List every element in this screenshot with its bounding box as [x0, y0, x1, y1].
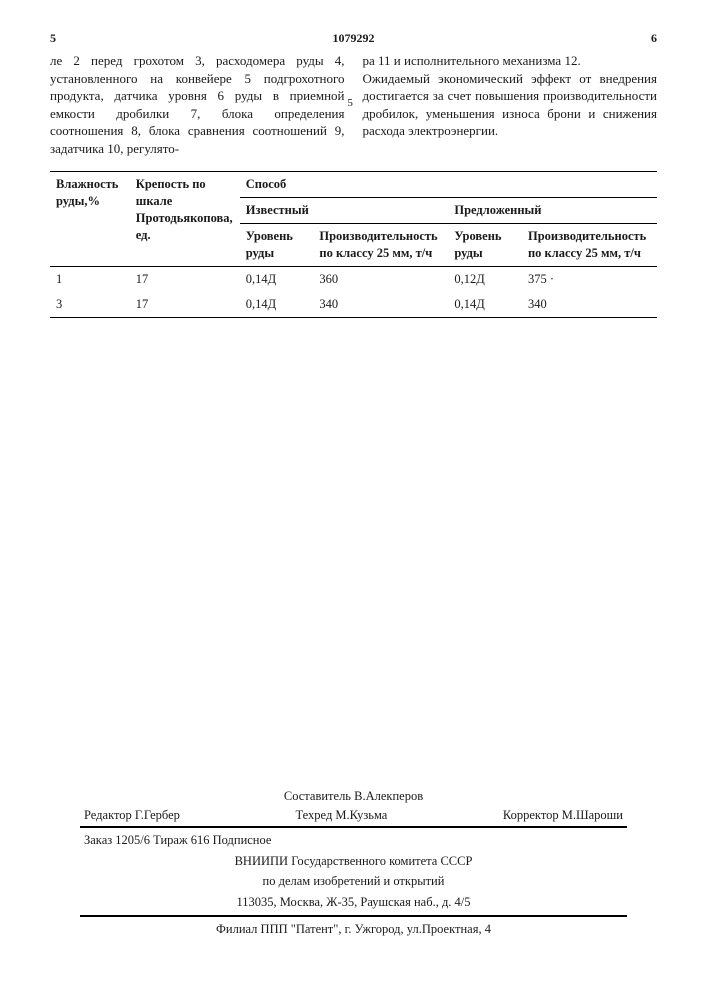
- doc-number: 1079292: [333, 30, 375, 46]
- th-known-prod: Производительность по классу 25 мм, т/ч: [313, 224, 448, 267]
- th-proposed-prod: Производительность по классу 25 мм, т/ч: [522, 224, 657, 267]
- compiler-line: Составитель В.Алекперов: [80, 786, 627, 807]
- branch-line: Филиал ППП "Патент", г. Ужгород, ул.Прое…: [80, 919, 627, 940]
- data-table: Влажность руды,% Крепость по шкале Прото…: [50, 171, 657, 317]
- org-line-1: ВНИИПИ Государственного комитета СССР: [80, 851, 627, 872]
- table-row: 3 17 0,14Д 340 0,14Д 340: [50, 292, 657, 317]
- corrector: Корректор М.Шароши: [503, 807, 623, 824]
- divider: [80, 826, 627, 828]
- techred: Техред М.Кузьма: [296, 807, 388, 824]
- page-num-left: 5: [50, 30, 56, 46]
- th-known-level: Уровень руды: [240, 224, 314, 267]
- margin-line-number: 5: [347, 96, 353, 111]
- text-columns: ле 2 перед грохотом 3, расходомера руды …: [50, 52, 657, 157]
- page-num-right: 6: [651, 30, 657, 46]
- th-strength: Крепость по шкале Протодьякопова, ед.: [130, 172, 240, 267]
- header-row: 5 1079292 6: [50, 30, 657, 46]
- editor: Редактор Г.Гербер: [84, 807, 180, 824]
- left-column: ле 2 перед грохотом 3, расходомера руды …: [50, 52, 345, 157]
- th-known: Известный: [240, 198, 449, 224]
- th-humidity: Влажность руды,%: [50, 172, 130, 267]
- address-line: 113035, Москва, Ж-35, Раушская наб., д. …: [80, 892, 627, 913]
- order-line: Заказ 1205/6 Тираж 616 Подписное: [80, 830, 627, 851]
- divider: [80, 915, 627, 917]
- table-row: 1 17 0,14Д 360 0,12Д 375 ·: [50, 266, 657, 291]
- th-proposed: Предложенный: [448, 198, 657, 224]
- right-column: ра 11 и исполнительного механизма 12. Ож…: [363, 52, 658, 157]
- footer: Составитель В.Алекперов Редактор Г.Гербе…: [80, 786, 627, 940]
- th-proposed-level: Уровень руды: [448, 224, 522, 267]
- th-method: Способ: [240, 172, 657, 198]
- page-content: 5 1079292 6 ле 2 перед грохотом 3, расхо…: [0, 0, 707, 318]
- org-line-2: по делам изобретений и открытий: [80, 871, 627, 892]
